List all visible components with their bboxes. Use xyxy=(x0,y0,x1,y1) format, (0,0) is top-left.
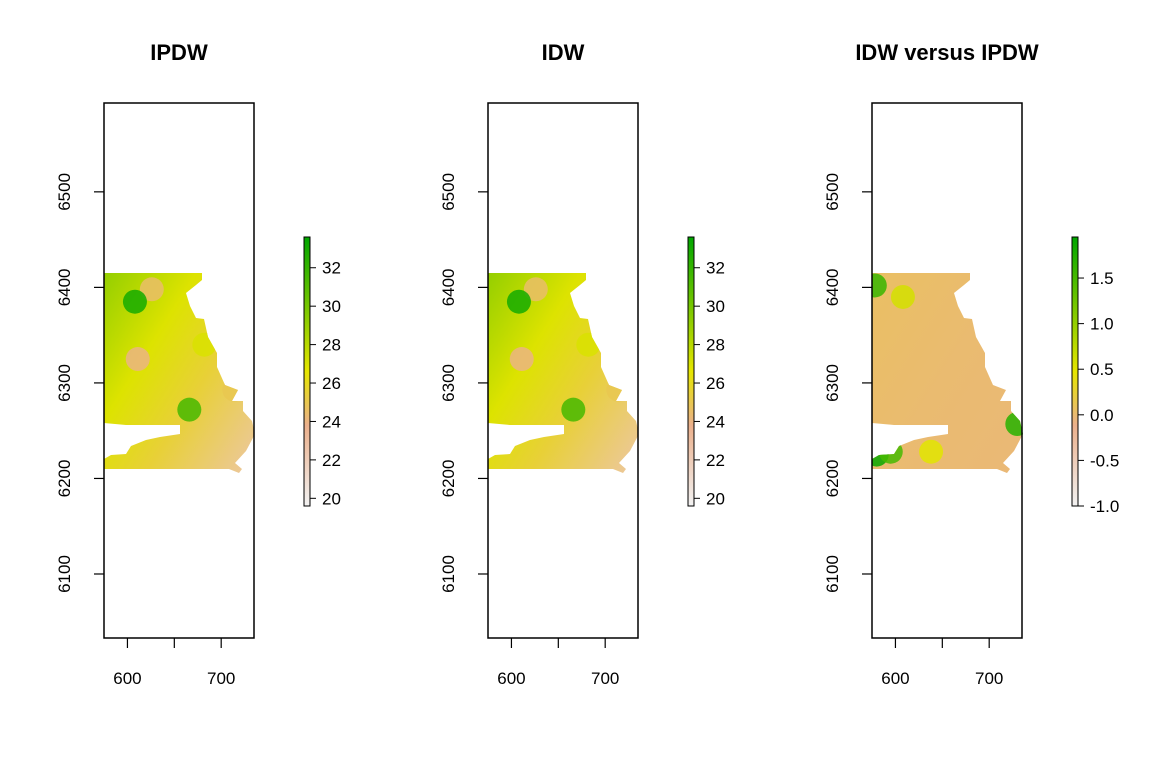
colorbar-tick-label: 28 xyxy=(322,336,341,355)
y-tick-label: 6100 xyxy=(439,555,458,593)
hotspot xyxy=(606,377,631,402)
hotspot xyxy=(506,289,531,314)
colorbar-tick-label: 22 xyxy=(706,451,725,470)
colorbar-tick-label: 0.5 xyxy=(1090,360,1114,379)
y-tick-label: 6300 xyxy=(823,364,842,402)
x-tick-label: 600 xyxy=(113,669,141,688)
hotspot xyxy=(139,277,164,302)
hotspot xyxy=(523,277,548,302)
hotspot xyxy=(122,289,147,314)
panel-title: IDW versus IPDW xyxy=(855,40,1039,65)
y-tick-label: 6200 xyxy=(823,460,842,498)
colorbar-tick-label: 24 xyxy=(706,412,725,431)
y-tick-label: 6200 xyxy=(439,460,458,498)
panel-title: IDW xyxy=(542,40,585,65)
colorbar: 20 22 24 26 28 30 32 xyxy=(303,236,341,508)
colorbar-tick-label: 20 xyxy=(706,489,725,508)
y-tick-label: 6500 xyxy=(823,173,842,211)
colorbar-tick-label: 26 xyxy=(706,374,725,393)
panel-3: IDW versus IPDW 600 700 6100 6200 6300 6400 650… xyxy=(823,40,1119,688)
raster-surface xyxy=(104,273,254,473)
plot-frame xyxy=(871,102,1023,639)
hotspot xyxy=(872,273,887,298)
x-tick-label: 700 xyxy=(975,669,1003,688)
y-tick-label: 6400 xyxy=(55,268,74,306)
colorbar-tick-label: 24 xyxy=(322,412,341,431)
hotspot xyxy=(222,377,247,402)
x-tick-label: 700 xyxy=(591,669,619,688)
hotspot xyxy=(561,397,586,422)
hotspot xyxy=(509,347,534,372)
hotspot xyxy=(872,442,889,467)
hotspot xyxy=(878,439,903,464)
y-tick-label: 6400 xyxy=(439,268,458,306)
panel-1: IPDW 600 700 6100 6200 6300 6400 6500 20 22 24 26 28… xyxy=(55,40,341,688)
y-tick-label: 6400 xyxy=(823,268,842,306)
hotspot xyxy=(576,332,601,357)
colorbar-tick-label: 30 xyxy=(706,297,725,316)
colorbar-tick-label: 0.0 xyxy=(1090,406,1114,425)
y-tick-label: 6500 xyxy=(439,173,458,211)
plot-frame xyxy=(103,102,255,639)
x-tick-label: 700 xyxy=(207,669,235,688)
y-tick-label: 6200 xyxy=(55,460,74,498)
hotspot xyxy=(125,347,150,372)
panel-title: IPDW xyxy=(150,40,208,65)
colorbar-tick-label: 22 xyxy=(322,451,341,470)
colorbar-tick-label: 1.5 xyxy=(1090,269,1114,288)
colorbar-tick-label: 32 xyxy=(322,259,341,278)
hotspot xyxy=(1005,412,1023,436)
hotspot xyxy=(890,284,915,309)
colorbar: -1.0 -0.5 0.0 0.5 1.0 1.5 xyxy=(1071,236,1119,516)
colorbar-tick-label: 26 xyxy=(322,374,341,393)
colorbar-tick-label: -0.5 xyxy=(1090,451,1119,470)
colorbar-tick-label: 28 xyxy=(706,336,725,355)
panel-2: IDW 600 700 6100 6200 6300 6400 6500 20 22 24 26 28 3… xyxy=(439,40,725,688)
y-tick-label: 6300 xyxy=(439,364,458,402)
plot-frame xyxy=(487,102,639,639)
colorbar-tick-label: -1.0 xyxy=(1090,497,1119,516)
colorbar-tick-label: 20 xyxy=(322,489,341,508)
y-tick-label: 6300 xyxy=(55,364,74,402)
x-tick-label: 600 xyxy=(497,669,525,688)
hotspot xyxy=(919,439,944,464)
colorbar-tick-label: 1.0 xyxy=(1090,315,1114,334)
colorbar-tick-label: 30 xyxy=(322,297,341,316)
x-tick-label: 600 xyxy=(881,669,909,688)
colorbar-tick-label: 32 xyxy=(706,259,725,278)
y-tick-label: 6100 xyxy=(823,555,842,593)
raster-surface xyxy=(872,273,1023,473)
hotspot xyxy=(177,397,202,422)
hotspot xyxy=(192,332,217,357)
y-tick-label: 6500 xyxy=(55,173,74,211)
raster-surface xyxy=(488,273,638,473)
y-tick-label: 6100 xyxy=(55,555,74,593)
colorbar: 20 22 24 26 28 30 32 xyxy=(687,236,725,508)
